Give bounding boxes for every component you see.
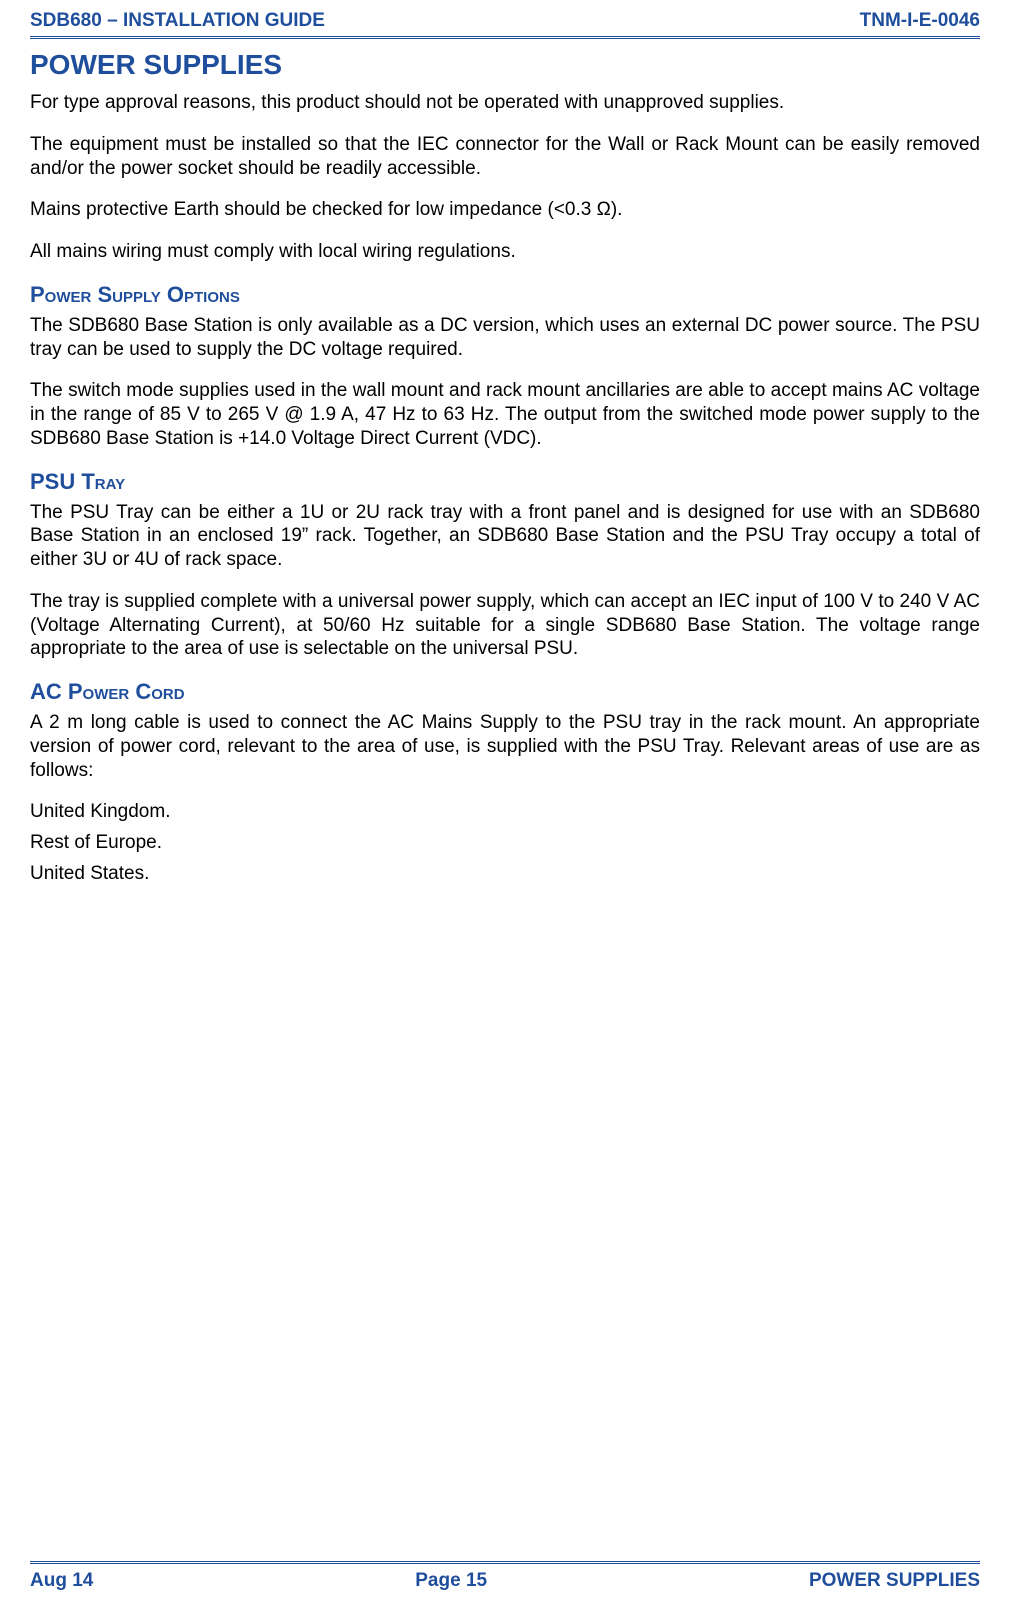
page-header: SDB680 – INSTALLATION GUIDE TNM-I-E-0046 [30, 0, 980, 36]
heading-psu-tray: PSU Tray [30, 469, 980, 495]
header-left: SDB680 – INSTALLATION GUIDE [30, 10, 325, 32]
footer-rule [30, 1561, 980, 1564]
paragraph: The switch mode supplies used in the wal… [30, 379, 980, 450]
heading-ac-power-cord: AC Power Cord [30, 679, 980, 705]
header-rule [30, 36, 980, 39]
paragraph: Mains protective Earth should be checked… [30, 198, 980, 222]
footer-left: Aug 14 [30, 1570, 93, 1592]
list-item: United States. [30, 862, 980, 887]
paragraph: For type approval reasons, this product … [30, 91, 980, 115]
header-right: TNM-I-E-0046 [860, 10, 980, 32]
list-item: Rest of Europe. [30, 831, 980, 856]
paragraph: The PSU Tray can be either a 1U or 2U ra… [30, 501, 980, 572]
footer-right: POWER SUPPLIES [809, 1570, 980, 1592]
paragraph: All mains wiring must comply with local … [30, 240, 980, 264]
page-footer: Aug 14 Page 15 POWER SUPPLIES [30, 1561, 980, 1592]
paragraph: The equipment must be installed so that … [30, 133, 980, 181]
paragraph: The tray is supplied complete with a uni… [30, 590, 980, 661]
paragraph: A 2 m long cable is used to connect the … [30, 711, 980, 782]
list-item: United Kingdom. [30, 800, 980, 825]
paragraph: The SDB680 Base Station is only availabl… [30, 314, 980, 362]
footer-center: Page 15 [415, 1570, 487, 1592]
footer-row: Aug 14 Page 15 POWER SUPPLIES [30, 1570, 980, 1592]
heading-power-supplies: POWER SUPPLIES [30, 49, 980, 81]
heading-power-supply-options: Power Supply Options [30, 282, 980, 308]
